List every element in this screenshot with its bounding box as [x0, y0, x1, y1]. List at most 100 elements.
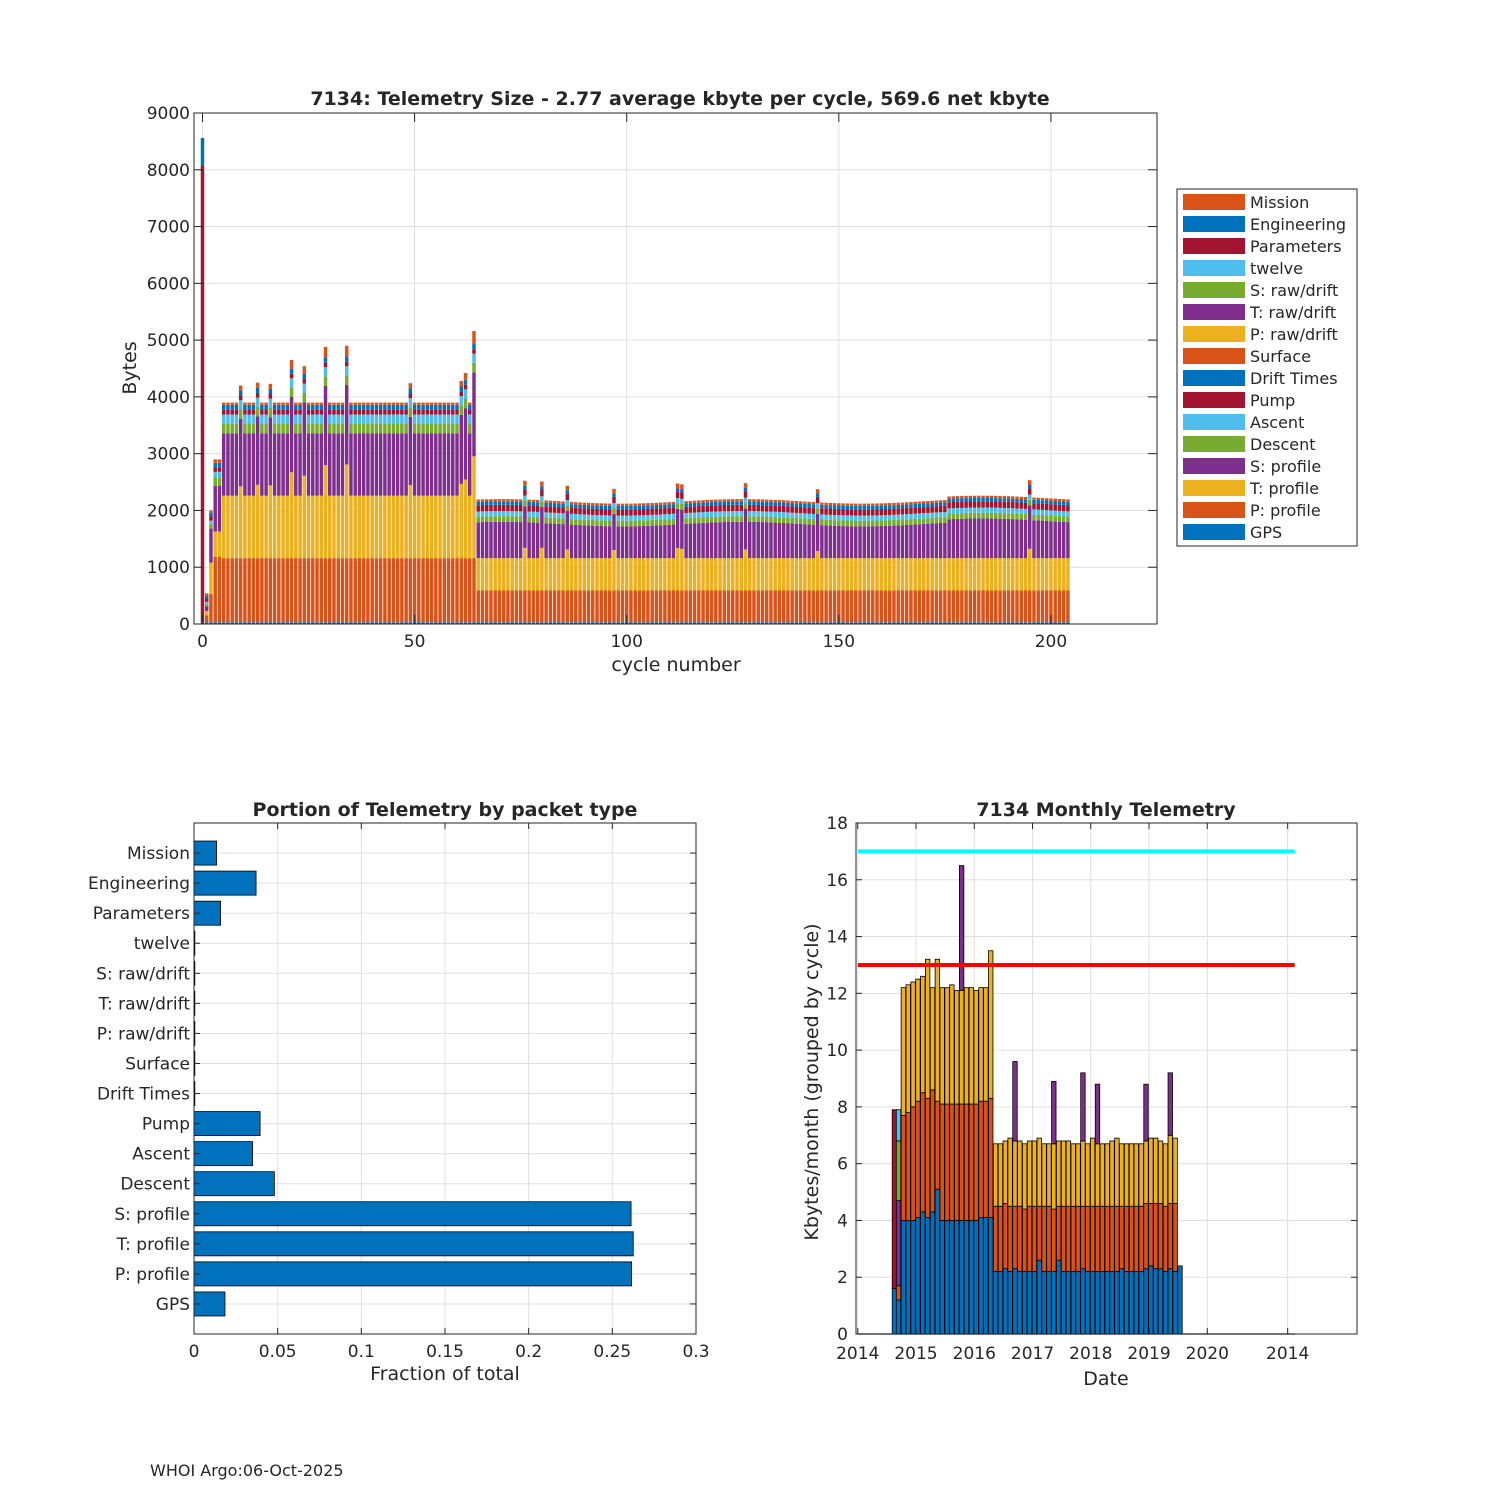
bar-cycle-152-gps	[845, 622, 850, 624]
bar-cycle-96-pump	[608, 509, 612, 516]
bar-cycle-96-engineering	[608, 505, 612, 510]
bar-cycle-200-pump	[1049, 504, 1053, 511]
bar-cycle-93-s-profile	[595, 525, 599, 559]
bar-cycle-64-gps	[472, 622, 476, 624]
bar-cycle-85-mission	[561, 501, 565, 504]
bar-cycle-81-ascent	[544, 512, 548, 518]
bar-cycle-67-descent	[484, 516, 489, 522]
bar-cycle-29-descent	[323, 376, 328, 386]
bar-cycle-35-p-profile	[349, 558, 353, 623]
bar-cycle-191-mission	[1011, 496, 1015, 499]
bar-cycle-132-p-profile	[760, 590, 765, 623]
bar-cycle-158-ascent	[871, 515, 875, 521]
bar-cycle-112-gps	[675, 622, 680, 624]
bar-cycle-47-s-profile	[400, 433, 404, 496]
bar-cycle-50-t-profile	[412, 495, 417, 559]
bar-cycle-104-p-profile	[641, 590, 646, 623]
bar-cycle-155-p-profile	[858, 590, 862, 623]
bar-cycle-75-mission	[518, 499, 523, 502]
bar-cycle-107-t-profile	[654, 558, 659, 591]
bar-cycle-173-t-profile	[934, 558, 939, 591]
bar-cycle-131-descent	[756, 516, 760, 522]
bar-cycle-166-p-profile	[904, 590, 909, 623]
bar-cycle-128-mission	[743, 483, 748, 488]
bar-cycle-41-pump	[374, 409, 379, 415]
bar-cycle-192-ascent	[1015, 508, 1019, 514]
bar-cycle-204-mission	[1066, 499, 1070, 502]
bar-cycle-191-engineering	[1011, 498, 1015, 503]
bar-cycle-148-descent	[828, 519, 833, 526]
bar-cycle-175-t-profile	[943, 558, 947, 591]
bar-cycle-153-engineering	[849, 505, 854, 510]
bar-cycle-13-ascent	[255, 397, 260, 407]
month-bar-3-gps	[910, 1220, 916, 1335]
bar-descent	[193, 1171, 275, 1197]
bar-cycle-84-t-profile	[557, 558, 561, 591]
bar-cycle-124-p-profile	[726, 590, 731, 623]
bar-cycle-60-ascent	[455, 414, 459, 424]
bar-cycle-128-engineering	[743, 487, 748, 492]
bar-cycle-185-gps	[985, 622, 990, 624]
month-bar-5-gps	[920, 1211, 926, 1335]
bar-cycle-40-s-profile	[370, 433, 374, 496]
bar-cycle-155-t-profile	[858, 558, 862, 591]
bar-cycle-58-p-profile	[446, 558, 451, 623]
tick-label-y: 18	[826, 814, 848, 834]
bar-cycle-114-pump	[684, 506, 688, 514]
bar-cycle-22-engineering	[294, 404, 298, 410]
bar-cycle-195-p-profile	[1027, 590, 1032, 623]
bar-cycle-137-descent	[781, 517, 786, 523]
bar-cycle-197-engineering	[1036, 499, 1040, 504]
bar-cycle-156-gps	[862, 622, 867, 624]
bar-cycle-110-t-profile	[667, 558, 671, 591]
bar-cycle-72-descent	[506, 516, 510, 522]
bar-cycle-189-ascent	[1002, 508, 1007, 514]
bar-cycle-159-s-profile	[875, 526, 879, 559]
bar-cycle-81-gps	[544, 622, 548, 624]
bar-cycle-129-t-profile	[748, 558, 752, 591]
bar-cycle-169-descent	[917, 518, 922, 525]
bar-cycle-56-pump	[438, 409, 442, 415]
bar-cycle-93-mission	[595, 503, 599, 506]
bar-cycle-14-engineering	[260, 404, 264, 410]
bar-cycle-122-engineering	[718, 501, 722, 506]
bar-cycle-168-ascent	[913, 513, 917, 519]
bar-cycle-118-gps	[701, 622, 705, 624]
bar-cycle-51-p-profile	[417, 558, 421, 623]
bar-cycle-137-ascent	[781, 512, 786, 518]
bar-cycle-172-descent	[930, 517, 934, 524]
month-bar-0-ascent	[895, 1109, 902, 1142]
bar-cycle-110-descent	[667, 519, 671, 525]
bar-cycle-142-mission	[803, 501, 807, 504]
bar-cycle-72-gps	[506, 622, 510, 624]
bar-cycle-33-descent	[340, 423, 345, 434]
bar-cycle-89-t-profile	[578, 558, 582, 591]
bar-cycle-63-pump	[468, 409, 472, 415]
bar-cycle-134-engineering	[769, 501, 773, 506]
bar-cycle-170-pump	[921, 506, 926, 514]
bar-cycle-125-engineering	[731, 501, 735, 505]
bar-cycle-73-p-profile	[510, 590, 514, 623]
bar-cycle-28-pump	[319, 409, 324, 415]
bar-cycle-101-gps	[629, 622, 633, 624]
bar-cycle-164-engineering	[896, 504, 900, 509]
bar-cycle-168-t-profile	[913, 558, 917, 591]
bar-cycle-156-pump	[862, 509, 867, 516]
bar-cycle-11-t-profile	[247, 495, 251, 559]
bar-cycle-120-s-profile	[709, 522, 714, 559]
bar-cycle-92-s-profile	[591, 525, 595, 559]
bar-cycle-70-ascent	[497, 511, 502, 517]
bar-cycle-80-t-profile	[540, 547, 544, 591]
bar-cycle-33-engineering	[340, 404, 345, 410]
bar-cycle-71-p-profile	[501, 590, 506, 623]
bar-cycle-115-ascent	[688, 512, 693, 518]
bar-cycle-65-engineering	[476, 501, 480, 506]
month-bar-14-gps	[963, 1220, 970, 1335]
bar-cycle-69-descent	[493, 516, 497, 522]
bar-cycle-29-engineering	[323, 357, 328, 363]
bar-cycle-84-mission	[557, 501, 561, 504]
bar-cycle-75-s-profile	[518, 522, 523, 559]
tick-label-x: 100	[610, 632, 642, 652]
bar-cycle-77-gps	[527, 622, 531, 624]
bar-cycle-43-descent	[383, 423, 387, 434]
